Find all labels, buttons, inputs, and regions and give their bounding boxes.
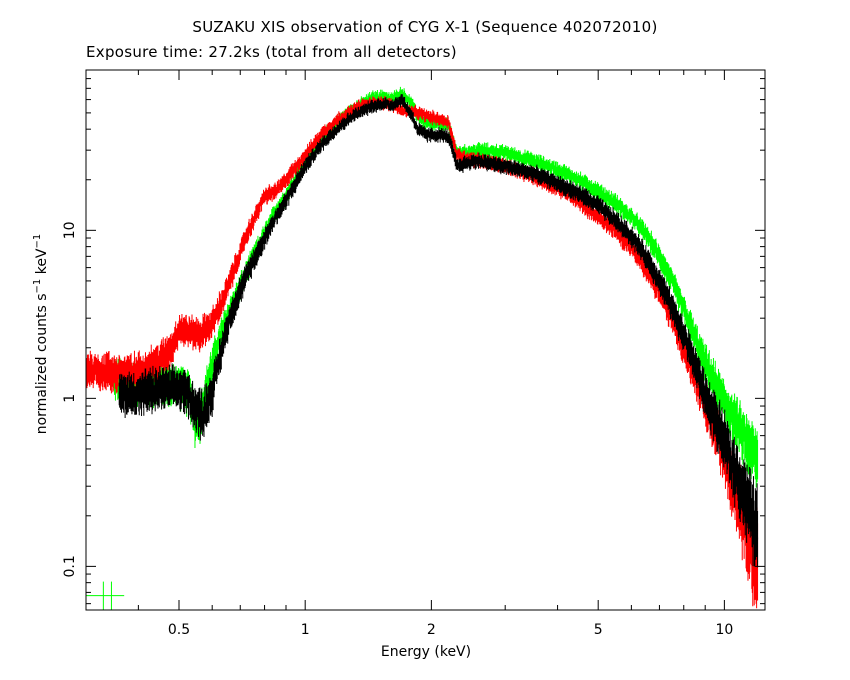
series-3 <box>118 94 759 568</box>
x-tick-label: 5 <box>594 622 603 638</box>
tick-layer <box>85 70 765 610</box>
x-tick-label: 10 <box>715 622 733 638</box>
chart-title: SUZAKU XIS observation of CYG X-1 (Seque… <box>192 18 658 36</box>
series-3-line <box>118 96 759 543</box>
y-tick-label: 10 <box>62 221 78 239</box>
y-axis-label-mid: keV <box>34 248 50 279</box>
series-layer <box>85 86 759 609</box>
y-axis-label-exp1: −1 <box>32 279 43 294</box>
x-tick-label: 2 <box>427 622 436 638</box>
plot-frame <box>85 69 766 611</box>
series-2-error-bars <box>85 96 759 609</box>
tick-label-layer: 0.5 1 2 5 10 0.1 1 10 <box>62 221 733 638</box>
series-2 <box>85 96 759 609</box>
y-tick-label: 0.1 <box>62 555 78 577</box>
chart-subtitle: Exposure time: 27.2ks (total from all de… <box>86 43 457 61</box>
x-tick-label: 0.5 <box>168 622 190 638</box>
x-axis-label: Energy (keV) <box>381 644 471 660</box>
x-tick-label: 1 <box>301 622 310 638</box>
y-axis-label-exp2: −1 <box>32 234 43 249</box>
series-2-line <box>85 99 759 584</box>
error-bar-layer <box>86 581 125 610</box>
y-tick-label: 1 <box>62 394 78 403</box>
y-axis-label-main: normalized counts s <box>34 293 50 434</box>
y-axis-label: normalized counts s−1 keV−1 <box>32 234 50 435</box>
